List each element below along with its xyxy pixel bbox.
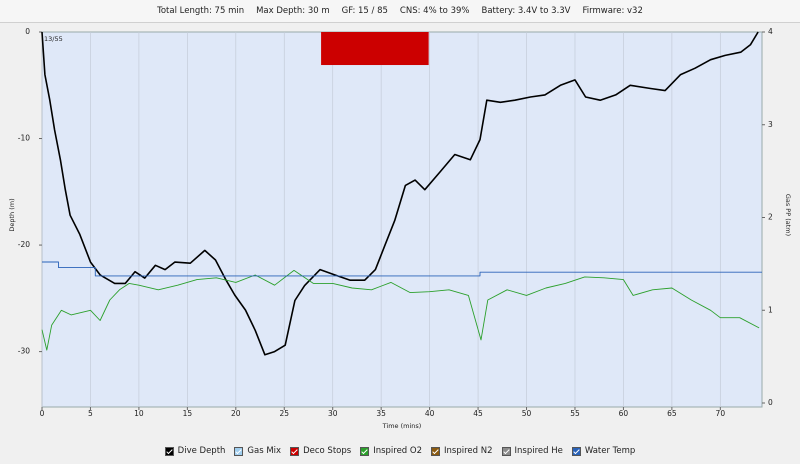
- plot-area: [41, 31, 763, 408]
- y-axis-label: Depth (m): [8, 198, 16, 231]
- header-item: Max Depth: 30 m: [256, 6, 330, 16]
- x-tick-label: 10: [134, 409, 144, 418]
- legend-label: Deco Stops: [303, 446, 352, 456]
- legend-label: Dive Depth: [177, 446, 226, 456]
- legend-item[interactable]: Dive Depth: [164, 446, 226, 456]
- y-tick-label: -30: [18, 347, 30, 356]
- x-tick-label: 45: [473, 409, 483, 418]
- legend-item[interactable]: Inspired He: [501, 446, 563, 456]
- series-line: [41, 269, 760, 351]
- x-tick-label: 15: [183, 409, 193, 418]
- deco-stop: [321, 32, 429, 66]
- legend-item[interactable]: Water Temp: [571, 446, 636, 456]
- x-tick-label: 55: [570, 409, 580, 418]
- x-tick-label: 5: [88, 409, 93, 418]
- x-axis-label: Time (mins): [382, 422, 422, 430]
- header: Total Length: 75 min Max Depth: 30 m GF: 1…: [0, 0, 800, 23]
- header-item: Total Length: 75 min: [157, 6, 245, 16]
- y2-axis-label: Gas PP (atm): [784, 194, 792, 236]
- x-tick-label: 30: [328, 409, 338, 418]
- legend-checkbox[interactable]: [360, 446, 370, 456]
- header-item: Battery: 3.4V to 3.3V: [481, 6, 571, 16]
- x-tick-label: 65: [667, 409, 677, 418]
- legend-checkbox[interactable]: [290, 446, 300, 456]
- x-tick-label: 70: [716, 409, 726, 418]
- legend-checkbox[interactable]: [501, 446, 511, 456]
- legend-checkbox[interactable]: [431, 446, 441, 456]
- x-tick-label: 35: [376, 409, 386, 418]
- corner-label: 13/55: [44, 35, 63, 43]
- x-tick-label: 50: [522, 409, 532, 418]
- y2-tick-label: 0: [768, 398, 773, 407]
- header-item: CNS: 4% to 39%: [399, 6, 470, 16]
- x-tick-label: 60: [619, 409, 629, 418]
- series-line: [42, 261, 762, 277]
- y-tick-label: -20: [18, 240, 30, 249]
- x-tick-label: 0: [40, 409, 45, 418]
- legend-label: Gas Mix: [247, 446, 282, 456]
- header-item: GF: 15 / 85: [341, 6, 388, 16]
- y-tick-label: -10: [18, 134, 30, 143]
- y2-tick-label: 1: [768, 305, 773, 314]
- legend-checkbox[interactable]: [571, 446, 581, 456]
- legend-checkbox[interactable]: [234, 446, 244, 456]
- legend-label: Inspired He: [514, 446, 563, 456]
- chart: 0 5 10 15 20 25 30 35 40 45 50 55 60 65 70 0 -10 -20 -30 0 1…: [8, 27, 792, 430]
- x-tick-label: 40: [425, 409, 435, 418]
- legend-item[interactable]: Gas Mix: [234, 446, 281, 456]
- y2-tick-label: 3: [768, 120, 773, 129]
- legend: Dive Depth Gas Mix Deco Stops Inspired O2 In…: [0, 440, 800, 462]
- legend-item[interactable]: Deco Stops: [290, 446, 351, 456]
- legend-label: Water Temp: [584, 446, 636, 456]
- header-item: Firmware: v32: [582, 6, 643, 16]
- legend-item[interactable]: Inspired O2: [360, 446, 422, 456]
- y2-tick-label: 2: [768, 213, 773, 222]
- legend-checkbox[interactable]: [164, 446, 174, 456]
- x-tick-label: 25: [279, 409, 289, 418]
- legend-label: Inspired N2: [444, 446, 493, 456]
- legend-item[interactable]: Inspired N2: [431, 446, 493, 456]
- legend-label: Inspired O2: [373, 446, 423, 456]
- series-line: [41, 31, 759, 356]
- x-tick-label: 20: [231, 409, 241, 418]
- y2-tick-label: 4: [768, 27, 773, 36]
- y-tick-label: 0: [25, 27, 30, 36]
